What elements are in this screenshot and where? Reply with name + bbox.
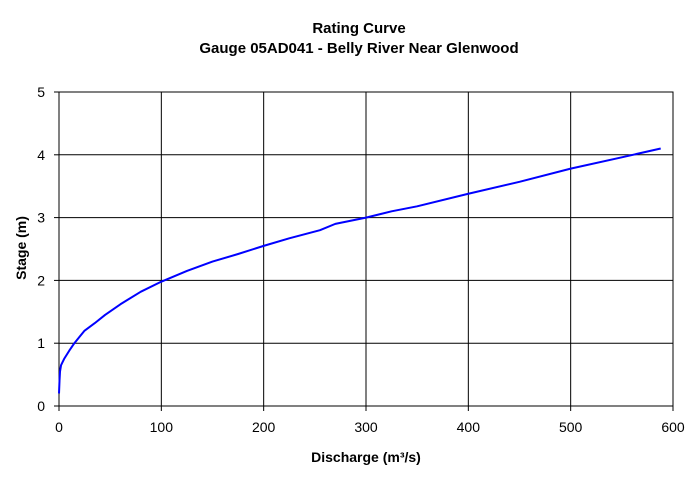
x-tick-label: 200 [252, 419, 276, 435]
y-tick-label: 4 [37, 147, 45, 163]
x-tick-label: 400 [457, 419, 481, 435]
y-tick-label: 1 [37, 335, 45, 351]
y-axis-ticks: 0 1 2 3 4 5 [37, 84, 59, 414]
y-tick-label: 3 [37, 210, 45, 226]
y-tick-label: 0 [37, 398, 45, 414]
y-tick-label: 5 [37, 84, 45, 100]
x-axis-label: Discharge (m³/s) [311, 449, 421, 465]
chart-title: Rating Curve [312, 20, 405, 37]
chart-subtitle: Gauge 05AD041 - Belly River Near Glenwoo… [199, 40, 518, 57]
series-line [58, 147, 661, 394]
x-axis-ticks: 0 100 200 300 400 500 600 [55, 406, 685, 435]
x-tick-label: 100 [150, 419, 174, 435]
gridlines [59, 92, 673, 406]
series-layer [58, 147, 661, 394]
x-tick-label: 600 [661, 419, 685, 435]
x-tick-label: 0 [55, 419, 63, 435]
x-tick-label: 300 [354, 419, 378, 435]
y-axis-label: Stage (m) [13, 216, 29, 280]
x-tick-label: 500 [559, 419, 583, 435]
y-tick-label: 2 [37, 272, 45, 288]
